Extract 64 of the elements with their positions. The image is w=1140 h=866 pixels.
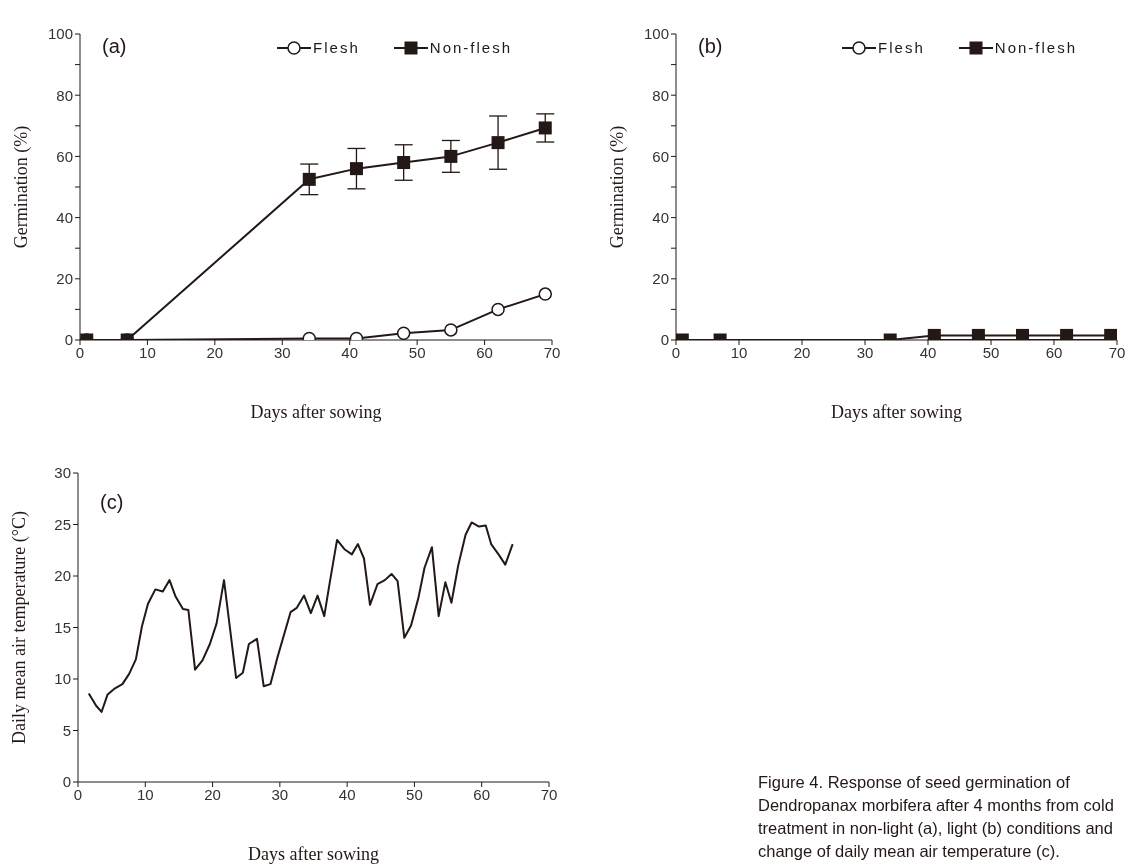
x-tick-label: 10 [139,343,156,361]
y-tick-label: 80 [56,86,73,104]
y-tick-label: 20 [56,270,73,288]
line-series [87,521,514,713]
y-tick-label: 0 [660,331,669,349]
y-tick-label: 40 [56,208,73,226]
x-tick-label: 40 [919,343,937,361]
x-tick-label: 40 [338,785,356,803]
x-tick-label: 0 [671,343,681,361]
x-tick-label: 70 [1108,343,1126,361]
x-tick-label: 70 [543,343,561,361]
y-tick-label: 100 [643,25,669,43]
y-axis-title: Daily mean air temperature (°C) [9,510,31,745]
legend-label: Non-flesh [993,39,1077,56]
y-tick-label: 25 [54,515,71,533]
y-tick-label: 30 [54,464,71,482]
legend-label: Flesh [877,39,925,56]
point [538,287,552,301]
x-tick-label: 50 [408,343,426,361]
annotation: (a) [102,35,127,58]
legend-label: Non-flesh [428,39,512,56]
point [444,149,458,163]
point [491,136,505,150]
x-tick-label: 60 [473,785,491,803]
y-tick-label: 15 [54,618,71,636]
x-tick-label: 20 [204,785,221,803]
x-tick-label: 10 [730,343,748,361]
y-tick-label: 60 [652,147,669,165]
x-axis-title: Days after sowing [831,402,962,422]
annotation: (b) [698,35,723,58]
x-tick-label: 10 [136,785,154,803]
y-tick-label: 20 [54,567,71,585]
point [302,172,316,186]
y-axis-title: Germination (%) [607,125,629,249]
point [349,162,363,176]
x-tick-label: 30 [273,343,291,361]
x-axis-title: Days after sowing [248,844,379,864]
x-tick-label: 20 [793,343,811,361]
y-tick-label: 100 [47,25,73,43]
point [538,121,552,135]
x-tick-label: 0 [75,343,85,361]
x-tick-label: 50 [982,343,1000,361]
y-tick-label: 0 [64,331,73,349]
y-tick-label: 40 [652,208,669,226]
legend-label: Flesh [312,39,360,56]
x-tick-label: 20 [206,343,224,361]
y-tick-label: 10 [54,670,71,688]
x-tick-label: 30 [856,343,874,361]
y-tick-label: 60 [56,147,73,165]
annotation: (c) [100,491,124,514]
y-tick-label: 80 [652,86,669,104]
x-axis-title: Days after sowing [250,402,382,422]
y-tick-label: 20 [652,270,669,288]
x-tick-label: 40 [341,343,359,361]
x-tick-label: 70 [540,785,558,803]
x-tick-label: 50 [406,785,423,803]
caption: Figure 4. Response of seed germination of Dendropanax morbifera after 4 months from cold treatment in non-light (a), light (b) conditions and change of daily mean air temperature (c). [758,772,1115,862]
x-tick-label: 60 [1045,343,1063,361]
x-tick-label: 30 [271,785,289,803]
y-tick-label: 0 [62,773,71,791]
point [397,156,411,170]
y-axis-title: Germination (%) [11,125,33,249]
x-tick-label: 60 [476,343,493,361]
y-tick-label: 5 [62,721,71,739]
